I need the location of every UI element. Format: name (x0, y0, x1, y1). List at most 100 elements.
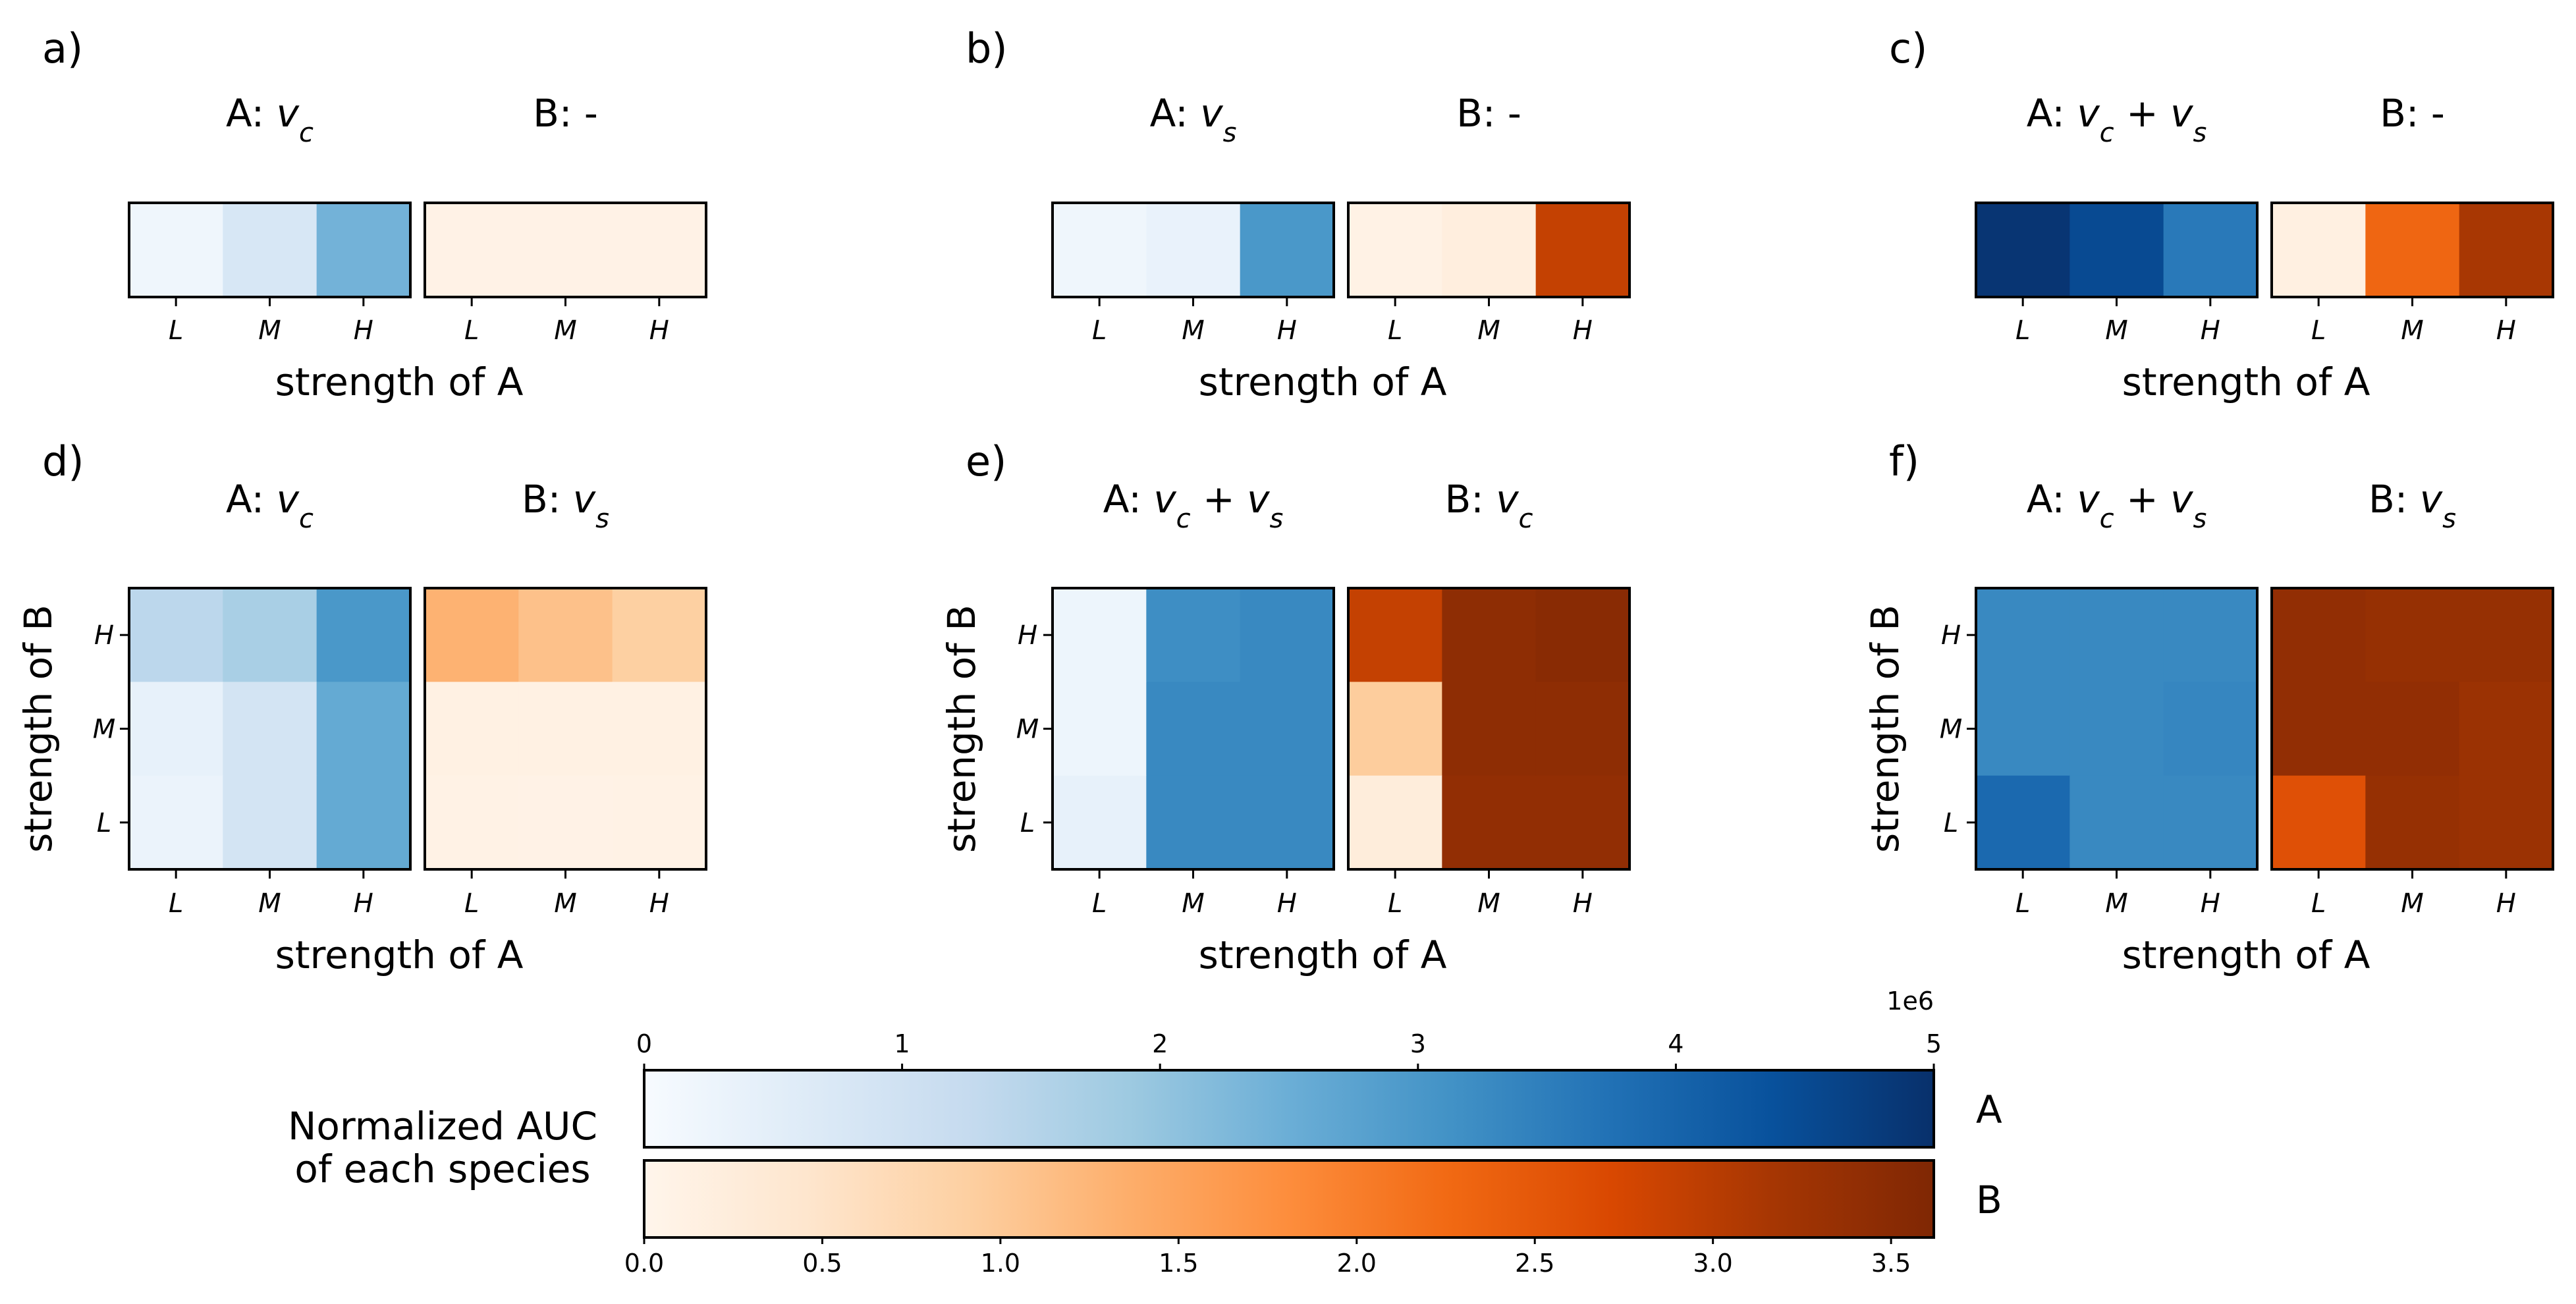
x-tick-label: L (464, 888, 479, 919)
x-tick-label: M (258, 888, 281, 919)
species-b-title: B: vs (2369, 477, 2456, 534)
heatmap-cell (1976, 682, 2070, 776)
heatmap-cell (1053, 775, 1147, 870)
heatmap-cell (129, 588, 223, 682)
heatmap-cell (316, 682, 411, 776)
heatmap-cell (2163, 203, 2258, 298)
colorbar-a-multiplier: 1e6 (1886, 987, 1934, 1016)
x-tick-label: H (2496, 888, 2516, 919)
colorbar-label-line-2: of each species (294, 1147, 590, 1191)
colorbar-label-line-1: Normalized AUC (288, 1104, 597, 1149)
x-tick-label: H (1277, 888, 1297, 919)
x-tick-label: L (2015, 888, 2030, 919)
x-tick-label: M (2105, 315, 2128, 346)
heatmap-cell (1976, 203, 2070, 298)
x-tick-label: M (258, 315, 281, 346)
heatmap-cell (2272, 682, 2366, 776)
colorbar-a-tick-label: 2 (1152, 1029, 1168, 1058)
heatmap-cell (1976, 775, 2070, 870)
heatmap-a: L M H H M L (1940, 587, 2259, 919)
heatmap-cell (316, 203, 411, 298)
panel-label: f) (1889, 437, 1919, 485)
x-tick-label: M (1477, 888, 1500, 919)
species-a-title: A: vc (226, 477, 314, 534)
colorbar-b-tick-label: 1.0 (981, 1249, 1020, 1278)
x-tick-label: M (554, 888, 577, 919)
heatmap-cell (518, 775, 613, 870)
heatmap-cell (2459, 682, 2554, 776)
y-tick-label: H (94, 620, 114, 651)
heatmap-cell (425, 775, 519, 870)
heatmap-a: L M H H M L (93, 587, 412, 919)
y-tick-label: H (1018, 620, 1037, 651)
colorbar-a-frame (643, 1069, 1935, 1149)
x-tick-label: M (1182, 888, 1205, 919)
colorbar-a-tick-label: 4 (1668, 1029, 1684, 1058)
heatmap-cell (2272, 588, 2366, 682)
heatmap-cell (316, 775, 411, 870)
y-tick-label: H (1941, 620, 1961, 651)
heatmap-cell (223, 588, 317, 682)
heatmap-cell (2163, 588, 2258, 682)
x-tick-label: H (1277, 315, 1297, 346)
colorbar-b-tick-label: 3.5 (1871, 1249, 1911, 1278)
heatmap-cell (2163, 682, 2258, 776)
x-axis-label: strength of A (1199, 360, 1447, 404)
x-tick-label: M (2105, 888, 2128, 919)
heatmap-cell (1442, 203, 1537, 298)
x-tick-label: L (2015, 315, 2030, 346)
heatmap-cell (612, 203, 707, 298)
colorbar-a-tick-label: 5 (1926, 1029, 1942, 1058)
heatmap-cell (1348, 775, 1442, 870)
x-tick-label: H (1573, 888, 1593, 919)
colorbar-b-tick-label: 0.0 (624, 1249, 664, 1278)
colorbar-b-frame (643, 1159, 1935, 1239)
heatmap-cell (2272, 203, 2366, 298)
heatmap-cell (1240, 588, 1334, 682)
species-a-title: A: vc + vs (1103, 477, 1284, 534)
y-axis-label: strength of B (939, 605, 984, 853)
species-a-title: A: vc + vs (2027, 91, 2207, 148)
colorbar-a-tick-label: 1 (894, 1029, 910, 1058)
y-axis-label: strength of B (16, 605, 61, 853)
y-tick-label: M (93, 715, 116, 745)
colorbar-b-tick-label: 2.0 (1337, 1249, 1377, 1278)
heatmap-cell (1053, 682, 1147, 776)
heatmap-cell (2272, 775, 2366, 870)
heatmap-cell (1146, 203, 1241, 298)
panel-label: e) (966, 437, 1006, 485)
heatmap-cell (1442, 775, 1537, 870)
heatmap-cell (1442, 682, 1537, 776)
y-tick-label: M (1940, 715, 1963, 745)
heatmap-cell (1535, 203, 1630, 298)
x-tick-label: L (169, 888, 183, 919)
heatmap-cell (518, 682, 613, 776)
heatmap-cell (1442, 588, 1537, 682)
heatmap-cell (2365, 775, 2460, 870)
x-tick-label: H (2201, 315, 2220, 346)
species-b-title: B: - (533, 91, 598, 136)
x-tick-label: H (2201, 888, 2220, 919)
heatmap-cell (1976, 588, 2070, 682)
species-b-title: B: - (2380, 91, 2445, 136)
x-tick-label: H (2496, 315, 2516, 346)
x-tick-label: L (1388, 315, 1402, 346)
species-b-title: B: vc (1444, 477, 1533, 534)
x-tick-label: L (1092, 315, 1107, 346)
heatmap-cell (1240, 682, 1334, 776)
heatmap-cell (223, 775, 317, 870)
x-tick-label: M (2401, 315, 2424, 346)
panel-label: b) (966, 24, 1008, 72)
heatmap-cell (1348, 682, 1442, 776)
heatmap-cell (2459, 588, 2554, 682)
heatmap-cell (2459, 203, 2554, 298)
heatmap-cell (1146, 682, 1241, 776)
heatmap-cell (518, 203, 613, 298)
x-tick-label: L (2311, 888, 2326, 919)
heatmap-cell (2069, 203, 2164, 298)
